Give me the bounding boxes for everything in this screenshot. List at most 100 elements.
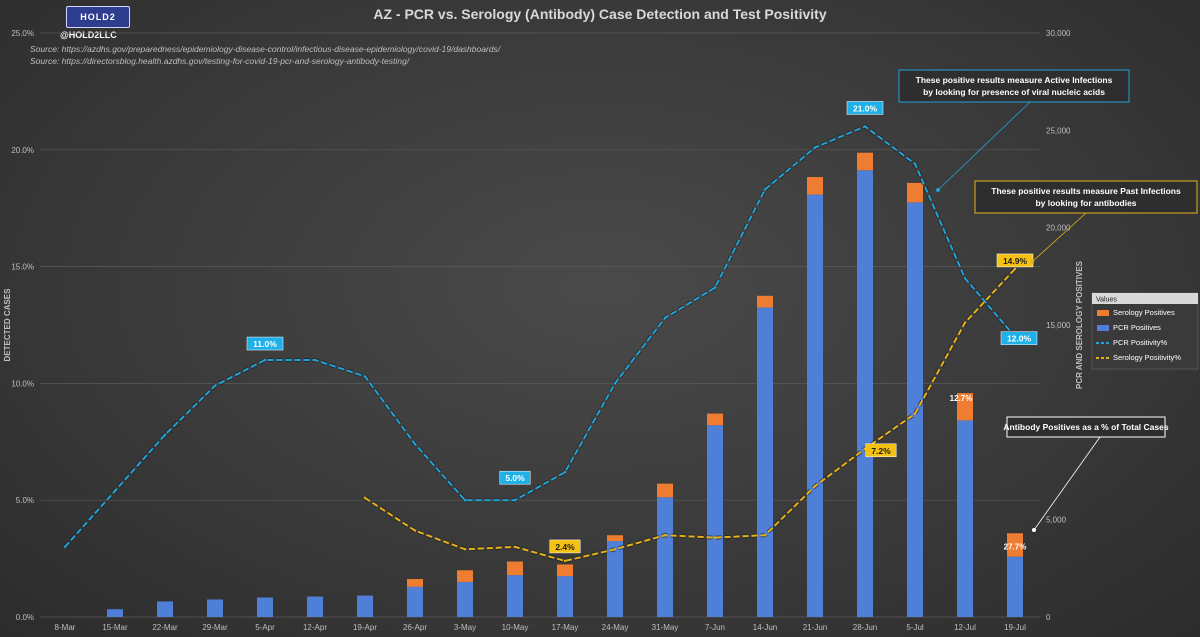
line-serology-positivity-point [563,559,567,563]
point-label-box [549,539,581,554]
annotation-text: by looking for antibodies [1035,198,1136,208]
left-tick-label: 0.0% [16,613,34,622]
line-pcr-positivity-point [663,316,667,320]
bar-serology-positives [607,535,623,542]
line-pcr-positivity-point [963,277,967,280]
point-label: 12.0% [1007,334,1032,344]
left-tick-label: 10.0% [11,379,34,388]
x-tick-label: 29-Mar [202,623,228,632]
point-label: 14.9% [1003,256,1028,266]
bar-pcr-positives [957,420,973,617]
left-tick-label: 5.0% [16,496,34,505]
bar-pcr-positives [407,586,423,617]
left-tick-label: 20.0% [11,146,34,155]
annotation-leader-dot [1032,528,1036,532]
bar-serology-positives [707,413,723,426]
source-line-2: Source: https://directorsblog.health.azd… [30,56,410,66]
bar-serology-positives [907,182,923,203]
bar-serology-positives [1007,533,1023,557]
line-serology-positivity-point [1013,267,1017,271]
legend-label: PCR Positives [1113,323,1161,332]
line-serology-positivity-point [713,536,717,539]
right-tick-label: 20,000 [1046,224,1071,233]
line-serology-positivity-point [963,321,967,324]
point-label-box [499,470,531,485]
bar-serology-positives [857,152,873,171]
legend-box [1091,292,1199,370]
point-label-box [846,101,884,115]
bar-pcr-positives [107,609,123,617]
legend-swatch [1097,325,1109,331]
line-pcr-positivity-point [563,470,567,474]
line-serology-positivity-point [363,496,367,500]
x-tick-label: 7-Jun [705,623,725,632]
annotation-text: These positive results measure Past Infe… [991,186,1181,196]
bar-pcr-positives [507,575,523,617]
point-label: 7.2% [871,446,891,456]
right-tick-label: 15,000 [1046,321,1071,330]
line-pcr-positivity-point [863,125,867,128]
line-pcr-positivity-point [813,146,817,149]
point-label-box [246,336,284,351]
bar-pcr-positives [657,497,673,617]
bar-label: 27.7% [1004,542,1027,551]
annotation-box [974,180,1198,214]
twitter-handle: @HOLD2LLC [60,30,117,40]
x-tick-label: 17-May [552,623,579,632]
x-tick-label: 22-Mar [152,623,178,632]
bar-serology-positives [407,579,423,587]
brand-logo: HOLD2 [66,6,130,28]
x-tick-label: 5-Jul [906,623,924,632]
bar-pcr-positives [807,194,823,617]
annotation-leader [1033,436,1101,531]
bar-pcr-positives [157,601,173,617]
bar-pcr-positives [257,597,273,617]
x-tick-label: 5-Apr [255,623,275,632]
bar-serology-positives [507,561,523,576]
line-serology-positivity-point [813,484,817,488]
line-pcr-positivity-point [313,358,317,362]
x-tick-label: 21-Jun [803,623,827,632]
legend-label: PCR Positivity% [1113,338,1168,347]
line-pcr-positivity-point [763,188,767,191]
legend-title: Values [1096,297,1117,304]
right-tick-label: 30,000 [1046,29,1071,38]
line-pcr-positivity [64,125,1016,548]
x-tick-label: 10-May [502,623,529,632]
x-tick-label: 31-May [652,623,679,632]
point-label: 5.0% [505,473,525,483]
x-tick-label: 15-Mar [102,623,128,632]
annotation-box [1006,416,1166,438]
line-pcr-positivity-point [413,442,417,446]
annotation-text: These positive results measure Active In… [916,75,1113,85]
x-tick-label: 14-Jun [753,623,777,632]
legend-label: Serology Positives [1113,308,1175,317]
line-pcr-positivity-point [513,499,517,502]
line-pcr-positivity-point [713,286,717,289]
line-pcr-positivity-point [613,382,617,385]
point-label-box [1000,331,1038,345]
source-line-1: Source: https://azdhs.gov/preparedness/e… [30,44,501,54]
line-pcr-positivity-point [163,433,167,436]
line-pcr-positivity-point [263,358,267,362]
line-serology-positivity [364,268,1016,562]
bar-pcr-positives [357,595,373,617]
x-tick-label: 12-Apr [303,623,327,632]
line-serology-positivity-point [463,548,467,551]
bar-pcr-positives [307,596,323,617]
point-label: 11.0% [253,339,277,349]
line-pcr-positivity-point [913,162,917,166]
line-pcr-positivity-point [113,489,117,493]
x-tick-label: 19-Apr [353,623,377,632]
x-tick-label: 8-Mar [55,623,76,632]
x-tick-label: 3-May [454,623,476,632]
chart-title: AZ - PCR vs. Serology (Antibody) Case De… [373,6,827,22]
line-serology-positivity-point [613,548,617,551]
annotation-leader [937,101,1031,191]
line-pcr-positivity-point [63,545,67,549]
bar-serology-positives [557,564,573,577]
bar-serology-positives [757,295,773,308]
bar-label: 12.7% [950,394,973,403]
bar-pcr-positives [457,581,473,617]
